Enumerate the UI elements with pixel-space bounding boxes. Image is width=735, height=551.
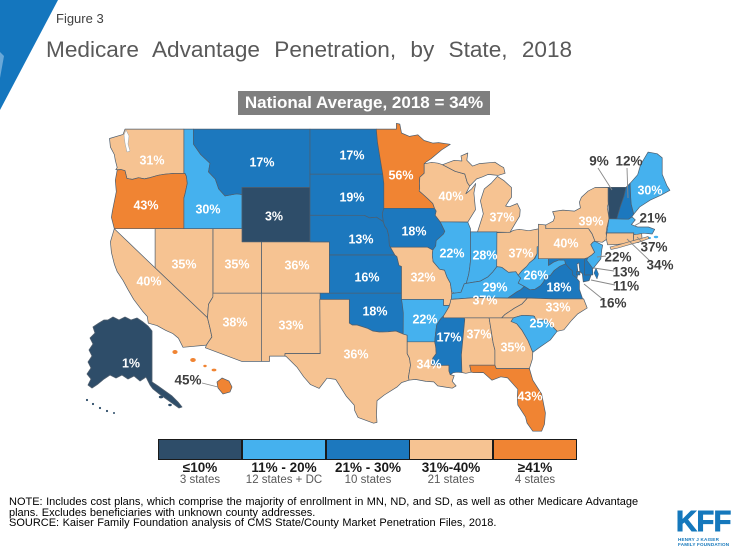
svg-text:37%: 37% <box>508 247 533 261</box>
svg-text:26%: 26% <box>523 269 548 283</box>
svg-text:25%: 25% <box>529 317 554 331</box>
svg-text:16%: 16% <box>599 296 626 311</box>
svg-text:31%: 31% <box>139 154 164 168</box>
svg-text:56%: 56% <box>388 169 413 183</box>
svg-text:3%: 3% <box>265 210 283 224</box>
svg-text:43%: 43% <box>517 390 542 404</box>
svg-text:33%: 33% <box>278 319 303 333</box>
svg-text:37%: 37% <box>640 240 667 255</box>
svg-text:13%: 13% <box>348 233 373 247</box>
svg-text:38%: 38% <box>222 316 247 330</box>
svg-text:40%: 40% <box>136 275 161 289</box>
svg-text:21%: 21% <box>639 211 666 226</box>
svg-text:34%: 34% <box>416 358 441 372</box>
svg-text:22%: 22% <box>439 247 464 261</box>
svg-text:17%: 17% <box>436 331 461 345</box>
svg-text:12%: 12% <box>615 154 642 169</box>
svg-text:11%: 11% <box>613 279 639 294</box>
svg-text:29%: 29% <box>482 281 507 295</box>
svg-text:18%: 18% <box>401 225 426 239</box>
svg-text:30%: 30% <box>637 184 662 198</box>
svg-text:33%: 33% <box>545 301 570 315</box>
svg-text:9%: 9% <box>589 154 609 169</box>
svg-text:22%: 22% <box>604 250 631 265</box>
svg-text:30%: 30% <box>195 203 220 217</box>
svg-text:13%: 13% <box>612 265 639 280</box>
svg-text:36%: 36% <box>343 348 368 362</box>
svg-text:32%: 32% <box>410 271 435 285</box>
svg-text:35%: 35% <box>500 341 525 355</box>
svg-text:16%: 16% <box>354 271 379 285</box>
svg-text:1%: 1% <box>122 357 140 371</box>
svg-text:34%: 34% <box>646 258 673 273</box>
svg-text:18%: 18% <box>362 305 387 319</box>
svg-text:17%: 17% <box>339 149 364 163</box>
svg-text:22%: 22% <box>412 313 437 327</box>
svg-text:35%: 35% <box>224 258 249 272</box>
svg-text:18%: 18% <box>546 281 571 295</box>
svg-text:36%: 36% <box>284 259 309 273</box>
svg-text:35%: 35% <box>171 258 196 272</box>
svg-text:40%: 40% <box>553 237 578 251</box>
svg-text:37%: 37% <box>489 211 514 225</box>
svg-text:45%: 45% <box>174 373 201 388</box>
svg-text:28%: 28% <box>472 249 497 263</box>
svg-text:39%: 39% <box>578 215 603 229</box>
svg-text:43%: 43% <box>133 199 158 213</box>
svg-text:19%: 19% <box>339 191 364 205</box>
svg-text:17%: 17% <box>249 156 274 170</box>
svg-text:37%: 37% <box>472 294 497 308</box>
svg-text:40%: 40% <box>438 190 463 204</box>
svg-text:37%: 37% <box>466 328 491 342</box>
